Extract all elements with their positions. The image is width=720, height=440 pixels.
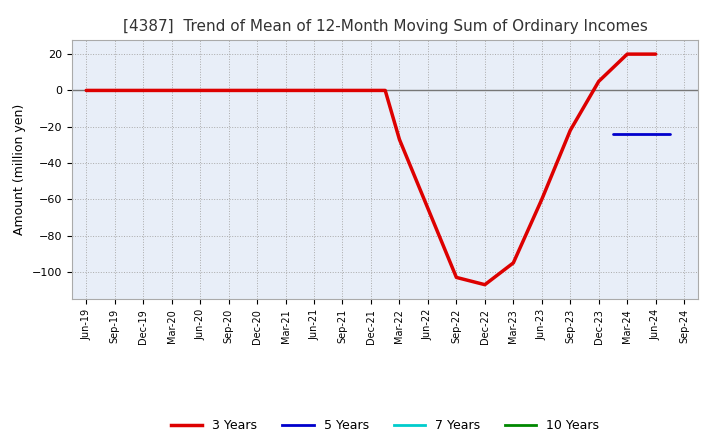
Y-axis label: Amount (million yen): Amount (million yen) (14, 104, 27, 235)
Legend: 3 Years, 5 Years, 7 Years, 10 Years: 3 Years, 5 Years, 7 Years, 10 Years (166, 414, 604, 437)
Title: [4387]  Trend of Mean of 12-Month Moving Sum of Ordinary Incomes: [4387] Trend of Mean of 12-Month Moving … (123, 19, 647, 34)
